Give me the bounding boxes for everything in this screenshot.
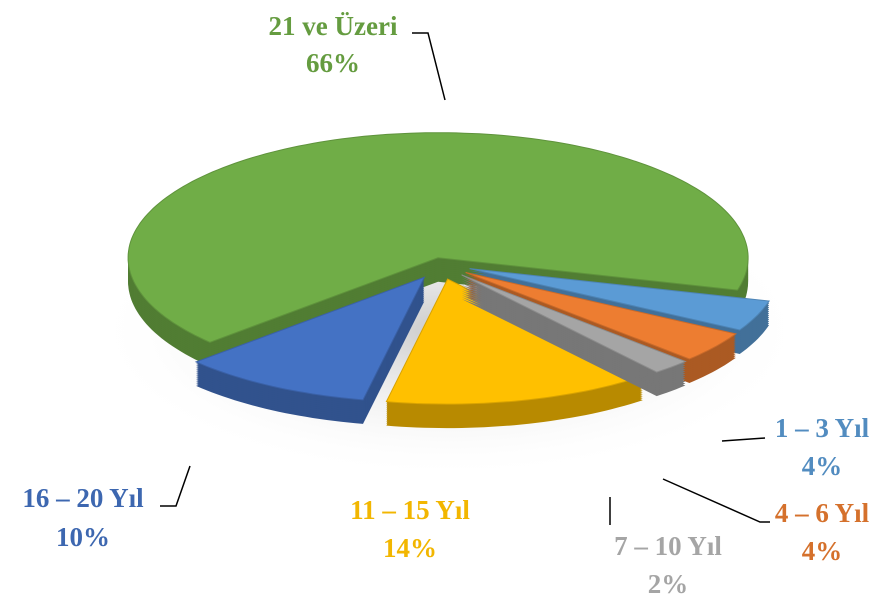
slice [469, 268, 770, 331]
leader-line [662, 478, 770, 523]
pie [127, 132, 770, 429]
category-label: 11 – 15 Yıl [350, 495, 470, 525]
slice [385, 278, 645, 405]
category-label: 21 ve Üzeri [269, 11, 398, 41]
slice [461, 274, 687, 373]
slice [465, 272, 738, 360]
category-label: 4 – 6 Yıl [775, 498, 870, 528]
value-label: 66% [306, 48, 360, 78]
value-label: 14% [383, 533, 437, 563]
category-label: 16 – 20 Yıl [22, 483, 144, 513]
category-label: 1 – 3 Yıl [775, 413, 870, 443]
slice [194, 276, 426, 401]
value-label: 10% [56, 522, 110, 552]
leader-line [721, 437, 766, 442]
value-label: 4% [802, 536, 843, 566]
leader-line [412, 32, 446, 101]
value-label: 4% [802, 451, 843, 481]
leader-line [160, 465, 191, 507]
category-label: 7 – 10 Yıl [614, 531, 722, 561]
slice [127, 132, 749, 343]
value-label: 2% [648, 569, 689, 597]
